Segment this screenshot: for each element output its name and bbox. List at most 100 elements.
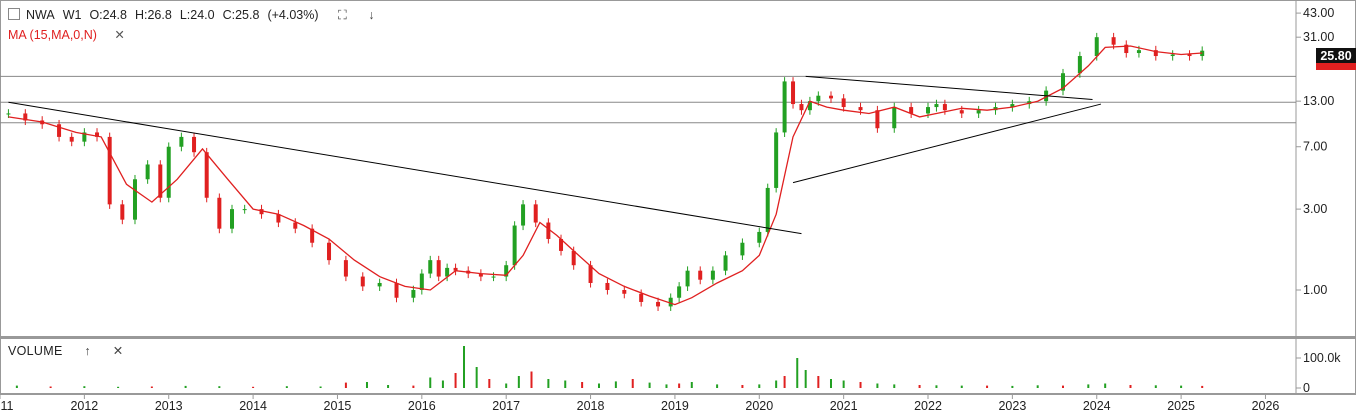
price-candle [158,164,163,198]
fullscreen-icon[interactable]: ⛶ [338,8,347,22]
volume-bar [441,380,444,388]
x-tick-label: 2022 [914,399,942,413]
volume-bar [690,382,693,388]
x-tick-label: 2016 [408,399,436,413]
volume-bar [758,384,761,388]
price-candle [942,104,947,111]
price-candle [82,132,87,142]
volume-tick-label: 100.0k [1303,351,1341,365]
volume-bar [1201,385,1204,388]
price-candle [192,136,197,153]
volume-bar [1104,383,1107,388]
price-candle [6,113,11,115]
y-tick-label: 3.00 [1303,202,1327,216]
price-candle [976,110,981,114]
price-candle [120,204,125,220]
price-candle [293,222,298,229]
collapse-icon[interactable] [8,8,20,20]
volume-bar [1129,385,1132,388]
price-candle [533,204,538,223]
close-x-icon[interactable]: ✕ [112,344,124,358]
price-candle [1124,44,1129,54]
price-candle [1077,56,1082,74]
price-candle [411,289,416,298]
price-candle [605,282,610,290]
price-candle [1060,73,1065,91]
x-tick-label: 2011 [0,399,13,413]
y-tick-label: 1.00 [1303,283,1327,297]
x-tick-label: 2020 [745,399,773,413]
volume-bar [631,379,634,388]
price-candle [166,146,171,198]
price-candle [875,110,880,129]
volume-bar [547,379,550,388]
x-tick-label: 2025 [1167,399,1195,413]
price-candle [765,187,770,232]
price-candle [1170,54,1175,57]
volume-bar [319,386,322,388]
volume-label: VOLUME [8,344,63,358]
volume-bar [454,373,457,388]
volume-bar [741,385,744,388]
y-tick-label: 31.00 [1303,30,1334,44]
price-candle [377,282,382,287]
price-candle [491,276,496,278]
price-candle [782,81,787,133]
volume-bar [648,382,651,388]
price-candle [217,197,222,229]
price-candle [622,289,627,294]
x-tick-label: 2015 [324,399,352,413]
indicator-row: MA (15,MA,0,N) ✕ [8,27,133,42]
price-candle [512,225,517,266]
trendline [8,101,802,235]
price-candle [799,104,804,111]
price-candle [892,107,897,129]
volume-bar [893,384,896,388]
volume-bar [796,358,799,388]
price-candle [909,107,914,114]
volume-bar [804,370,807,388]
price-candle [436,260,441,277]
volume-bar [876,383,879,388]
price-candle [478,273,483,277]
price-candle [656,301,661,307]
price-candle [179,136,184,147]
price-candle [639,293,644,302]
volume-bar [783,376,786,388]
price-candle [107,136,112,205]
volume-bar [678,383,681,388]
price-candle [546,222,551,239]
arrow-up-icon[interactable]: ↑ [84,344,91,358]
price-candle [132,179,137,220]
price-candle [571,250,576,266]
price-candle [807,101,812,111]
volume-bar [581,382,584,388]
price-candle [791,81,796,105]
close-x-icon[interactable]: ✕ [114,28,125,42]
price-candle [327,242,332,261]
volume-bar [365,382,368,388]
x-tick-label: 2017 [492,399,520,413]
volume-bar [1154,385,1157,388]
x-tick-label: 2018 [577,399,605,413]
volume-bar [842,380,845,388]
ma-line [8,45,1203,306]
x-tick-label: 2024 [1083,399,1111,413]
price-candle [428,260,433,274]
price-candle [521,204,526,226]
price-candle [204,152,209,198]
volume-bar [1061,385,1064,388]
volume-bar [1011,385,1014,388]
download-arrow-icon[interactable]: ↓ [368,8,375,22]
price-candle [343,260,348,277]
price-candle [828,95,833,99]
chart-header: NWA W1 O:24.8 H:26.8 L:24.0 C:25.8 (+4.03%) ⛶ … [8,8,383,23]
volume-bar [285,386,288,388]
price-candle [710,270,715,280]
volume-bar [387,385,390,388]
price-candle [57,124,62,137]
price-candle [145,164,150,180]
volume-bar [344,382,347,388]
volume-bar [1180,385,1183,388]
